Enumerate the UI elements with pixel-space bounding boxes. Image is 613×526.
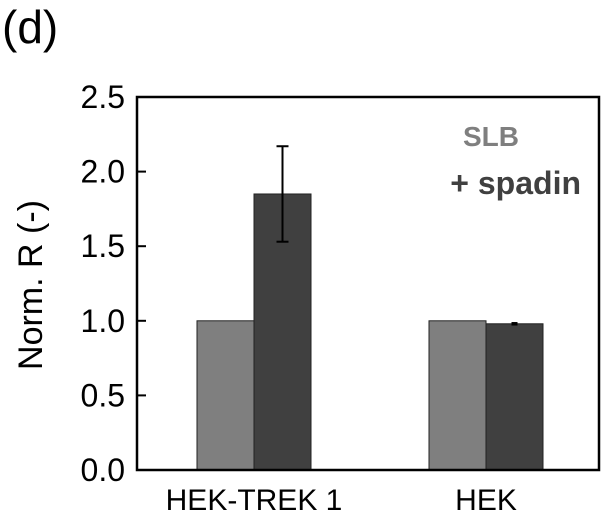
y-tick-label: 2.0 bbox=[81, 154, 125, 190]
x-tick-label-hek: HEK bbox=[455, 484, 517, 517]
legend-spadin: + spadin bbox=[450, 165, 581, 201]
x-tick-label-hek-trek1: HEK-TREK 1 bbox=[166, 484, 343, 517]
y-axis-label: Norm. R (-) bbox=[12, 200, 50, 370]
y-tick-label: 1.5 bbox=[81, 228, 125, 264]
error-bars bbox=[276, 145, 518, 326]
bar-slb-hek-trek1 bbox=[196, 320, 255, 471]
y-tick-label: 2.5 bbox=[81, 79, 125, 115]
legend-slb: SLB bbox=[463, 121, 519, 152]
bar-spadin-hek bbox=[485, 323, 544, 471]
bar-slb-hek bbox=[428, 320, 487, 471]
bars bbox=[196, 193, 544, 471]
plot-frame bbox=[135, 95, 601, 472]
panel-label: (d) bbox=[2, 1, 59, 53]
y-tick-label: 1.0 bbox=[81, 303, 125, 339]
y-axis-ticks: 0.0 0.5 1.0 1.5 2.0 2.5 bbox=[81, 79, 146, 488]
y-tick-label: 0.0 bbox=[81, 452, 125, 488]
y-tick-label: 0.5 bbox=[81, 377, 125, 413]
